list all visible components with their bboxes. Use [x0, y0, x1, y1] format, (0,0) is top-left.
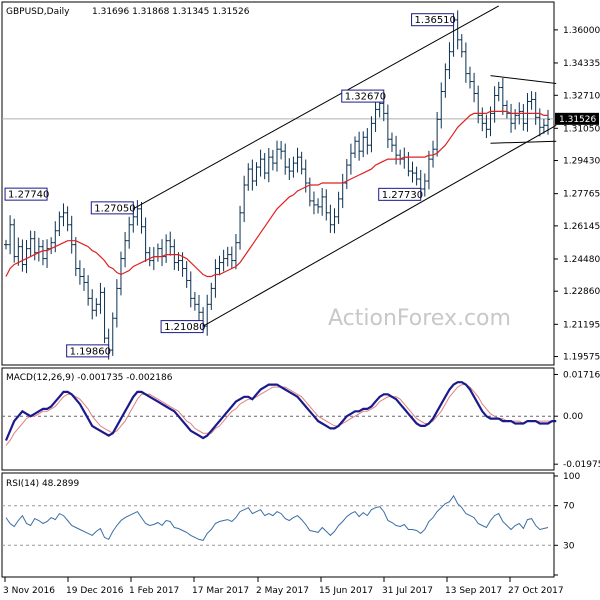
price-panel-frame [1, 1, 555, 366]
rsi-y-tick-label: 100 [563, 472, 580, 482]
callout-label: 1.27740 [8, 190, 49, 201]
price-callouts: 1.27740 1.19860 1.27050 1.21080 1.32670 1.277… [4, 13, 456, 358]
callout-box [4, 187, 48, 201]
callout-box [411, 13, 455, 27]
watermark: ActionForex.com [328, 306, 511, 331]
channel-lower-line [202, 124, 557, 327]
callout-label: 1.27730 [382, 190, 423, 201]
price-header-ohlc: 1.31696 1.31868 1.31345 1.31526 [92, 7, 250, 17]
macd-header: MACD(12,26,9) -0.001735 -0.002186 [6, 373, 173, 383]
moving-average-layer [5, 110, 548, 278]
macd-y-tick-label: 0.00 [563, 412, 583, 422]
channel-upper-line [133, 5, 499, 210]
moving-average-line [5, 110, 548, 278]
triangle-bottom-line [490, 140, 557, 144]
current-price-label: 1.31526 [559, 115, 596, 125]
x-tick-label: 19 Dec 2016 [66, 586, 124, 596]
macd-panel-frame [1, 367, 555, 471]
price-y-tick-label: 1.32710 [563, 91, 600, 101]
macd-line [4, 381, 557, 441]
x-tick-label: 3 Nov 2016 [3, 586, 55, 596]
callout-label: 1.36510 [415, 15, 456, 26]
price-y-tick-label: 1.31050 [563, 124, 600, 134]
callout-label: 1.21080 [164, 322, 205, 333]
trendlines-layer [133, 5, 557, 327]
x-axis: 3 Nov 2016 19 Dec 2016 1 Feb 2017 17 Mar 20… [3, 577, 564, 596]
rsi-y-tick-label: 70 [563, 502, 575, 512]
price-y-tick-label: 1.27765 [563, 190, 600, 200]
price-y-tick-label: 1.21195 [563, 320, 600, 330]
callout-box [160, 320, 204, 334]
rsi-layer: 100 70 30 [2, 472, 580, 576]
macd-y-tick-label: 0.017167 [563, 371, 600, 381]
macd-y-tick-label: -0.019754 [563, 460, 600, 470]
rsi-header: RSI(14) 48.2899 [6, 479, 79, 489]
price-y-tick-label: 1.29430 [563, 157, 600, 167]
x-tick-label: 1 Feb 2017 [129, 586, 179, 596]
price-y-tick-label: 1.19575 [563, 353, 600, 363]
price-y-tick-label: 1.34335 [563, 59, 600, 69]
x-tick-label: 15 Jun 2017 [319, 586, 373, 596]
callout-label: 1.27050 [94, 203, 135, 214]
price-header-symbol: GBPUSD,Daily [6, 7, 70, 17]
rsi-panel-frame [1, 472, 555, 578]
triangle-top-line [490, 75, 557, 85]
callout-box [378, 187, 422, 201]
callout-box [341, 89, 385, 103]
x-tick-label: 2 May 2017 [256, 586, 309, 596]
price-y-tick-label: 1.26145 [563, 222, 600, 232]
price-y-tick-label: 1.36000 [563, 26, 600, 36]
x-tick-label: 17 Mar 2017 [192, 586, 249, 596]
callout-box [66, 344, 110, 358]
rsi-y-tick-label: 30 [563, 541, 575, 551]
x-tick-label: 31 Jul 2017 [382, 586, 433, 596]
x-tick-label: 27 Oct 2017 [508, 586, 564, 596]
current-price-box [555, 112, 599, 125]
price-y-tick-label: 1.22860 [563, 287, 600, 297]
price-y-axis: 1.36000 1.34335 1.32710 1.31050 1.29430 1.277… [554, 26, 600, 363]
macd-layer: 0.017167 0.00 -0.019754 [2, 371, 600, 470]
callout-label: 1.19860 [70, 346, 111, 357]
price-y-tick-label: 1.24480 [563, 255, 600, 265]
callout-box [90, 201, 134, 215]
rsi-line [5, 494, 549, 541]
callout-label: 1.32670 [345, 92, 386, 103]
x-tick-label: 13 Sep 2017 [445, 586, 502, 596]
